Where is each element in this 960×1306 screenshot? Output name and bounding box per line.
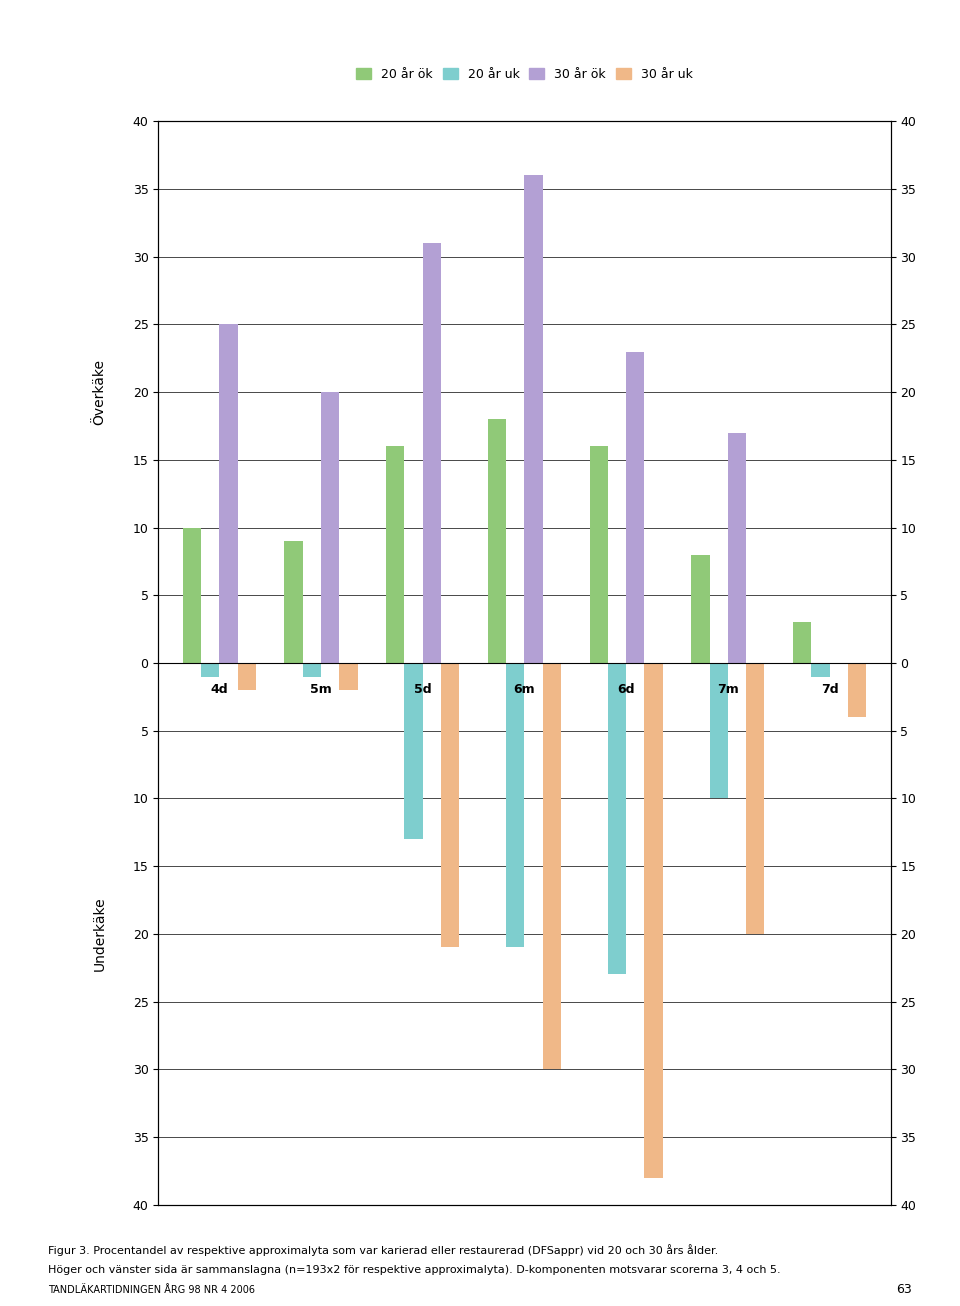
Bar [793, 623, 811, 663]
Text: 7m: 7m [717, 683, 739, 696]
Bar [488, 419, 506, 663]
Bar [238, 663, 256, 690]
Text: 5d: 5d [414, 683, 432, 696]
Bar [182, 528, 201, 663]
Bar [422, 243, 441, 663]
Bar [302, 663, 321, 677]
Bar [524, 175, 542, 663]
Bar [219, 324, 238, 663]
Text: 7d: 7d [821, 683, 838, 696]
Text: Underkäke: Underkäke [93, 896, 107, 972]
Bar [201, 663, 219, 677]
Bar [644, 663, 662, 1178]
Bar [626, 351, 644, 663]
Text: 6d: 6d [617, 683, 635, 696]
Bar [386, 447, 404, 663]
Text: 6m: 6m [514, 683, 536, 696]
Text: Figur 3. Procentandel av respektive approximalyta som var karierad eller restaur: Figur 3. Procentandel av respektive appr… [48, 1243, 718, 1256]
Text: 63: 63 [897, 1282, 912, 1296]
Bar [506, 663, 524, 947]
Text: 4d: 4d [210, 683, 228, 696]
Bar [321, 392, 339, 663]
Text: TANDLÄKARTIDNINGEN ÅRG 98 NR 4 2006: TANDLÄKARTIDNINGEN ÅRG 98 NR 4 2006 [48, 1285, 255, 1296]
Bar [811, 663, 829, 677]
Bar [746, 663, 764, 934]
Bar [589, 447, 608, 663]
Text: 5m: 5m [310, 683, 332, 696]
Bar [542, 663, 561, 1070]
Bar [691, 555, 709, 663]
Bar [339, 663, 358, 690]
Bar [404, 663, 422, 838]
Bar [608, 663, 626, 974]
Bar [728, 432, 746, 663]
Bar [284, 541, 302, 663]
Bar [709, 663, 728, 798]
Legend: 20 år ök, 20 år uk, 30 år ök, 30 år uk: 20 år ök, 20 år uk, 30 år ök, 30 år uk [351, 63, 698, 86]
Text: Höger och vänster sida är sammanslagna (n=193x2 för respektive approximalyta). D: Höger och vänster sida är sammanslagna (… [48, 1266, 780, 1276]
Text: Överkäke: Överkäke [93, 359, 107, 426]
Bar [848, 663, 866, 717]
Bar [441, 663, 460, 947]
